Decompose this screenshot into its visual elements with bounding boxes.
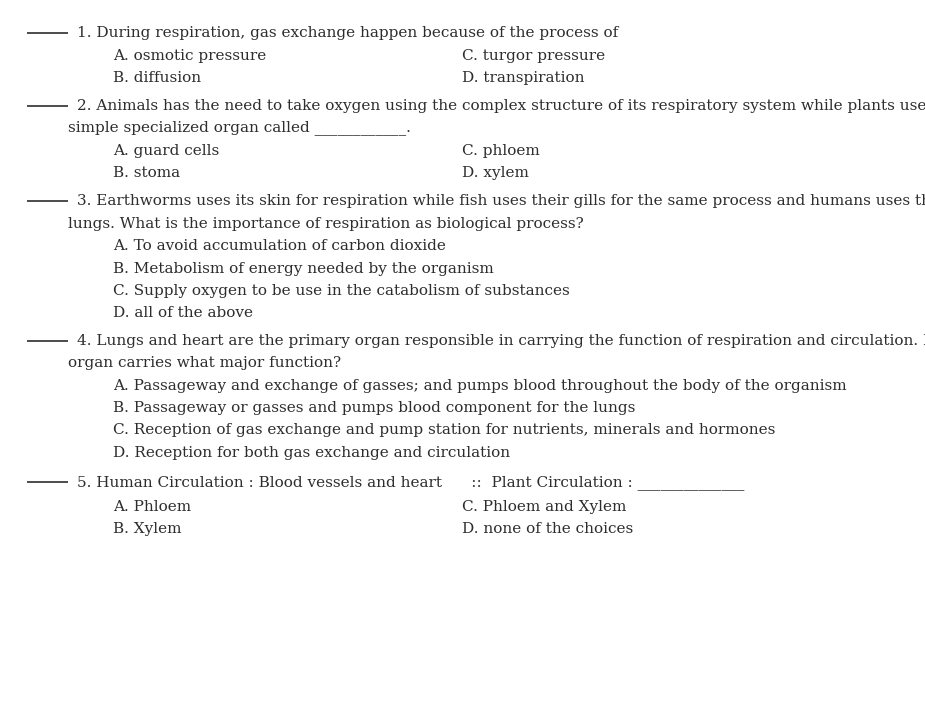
Text: organ carries what major function?: organ carries what major function? (68, 356, 341, 370)
Text: C. Phloem and Xylem: C. Phloem and Xylem (462, 500, 627, 513)
Text: 2. Animals has the need to take oxygen using the complex structure of its respir: 2. Animals has the need to take oxygen u… (78, 98, 925, 113)
Text: B. diffusion: B. diffusion (114, 71, 202, 85)
Text: B. Metabolism of energy needed by the organism: B. Metabolism of energy needed by the or… (114, 262, 494, 275)
Text: C. turgor pressure: C. turgor pressure (462, 49, 606, 62)
Text: C. Supply oxygen to be use in the catabolism of substances: C. Supply oxygen to be use in the catabo… (114, 284, 570, 298)
Text: A. osmotic pressure: A. osmotic pressure (114, 49, 266, 62)
Text: C. Reception of gas exchange and pump station for nutrients, minerals and hormon: C. Reception of gas exchange and pump st… (114, 423, 776, 438)
Text: A. To avoid accumulation of carbon dioxide: A. To avoid accumulation of carbon dioxi… (114, 239, 447, 253)
Text: B. Passageway or gasses and pumps blood component for the lungs: B. Passageway or gasses and pumps blood … (114, 401, 635, 415)
Text: B. stoma: B. stoma (114, 166, 180, 180)
Text: 4. Lungs and heart are the primary organ responsible in carrying the function of: 4. Lungs and heart are the primary organ… (78, 333, 925, 348)
Text: 3. Earthworms uses its skin for respiration while fish uses their gills for the : 3. Earthworms uses its skin for respirat… (78, 195, 925, 208)
Text: D. transpiration: D. transpiration (462, 71, 585, 85)
Text: D. all of the above: D. all of the above (114, 306, 253, 320)
Text: A. Phloem: A. Phloem (114, 500, 191, 513)
Text: D. xylem: D. xylem (462, 166, 529, 180)
Text: C. phloem: C. phloem (462, 144, 540, 158)
Text: 5. Human Circulation : Blood vessels and heart      ::  Plant Circulation : ____: 5. Human Circulation : Blood vessels and… (78, 475, 745, 490)
Text: A. guard cells: A. guard cells (114, 144, 220, 158)
Text: B. Xylem: B. Xylem (114, 522, 182, 536)
Text: D. Reception for both gas exchange and circulation: D. Reception for both gas exchange and c… (114, 445, 511, 459)
Text: lungs. What is the importance of respiration as biological process?: lungs. What is the importance of respira… (68, 217, 584, 231)
Text: simple specialized organ called ____________.: simple specialized organ called ________… (68, 120, 411, 135)
Text: 1. During respiration, gas exchange happen because of the process of: 1. During respiration, gas exchange happ… (78, 25, 619, 40)
Text: A. Passageway and exchange of gasses; and pumps blood throughout the body of the: A. Passageway and exchange of gasses; an… (114, 379, 847, 393)
Text: D. none of the choices: D. none of the choices (462, 522, 634, 536)
